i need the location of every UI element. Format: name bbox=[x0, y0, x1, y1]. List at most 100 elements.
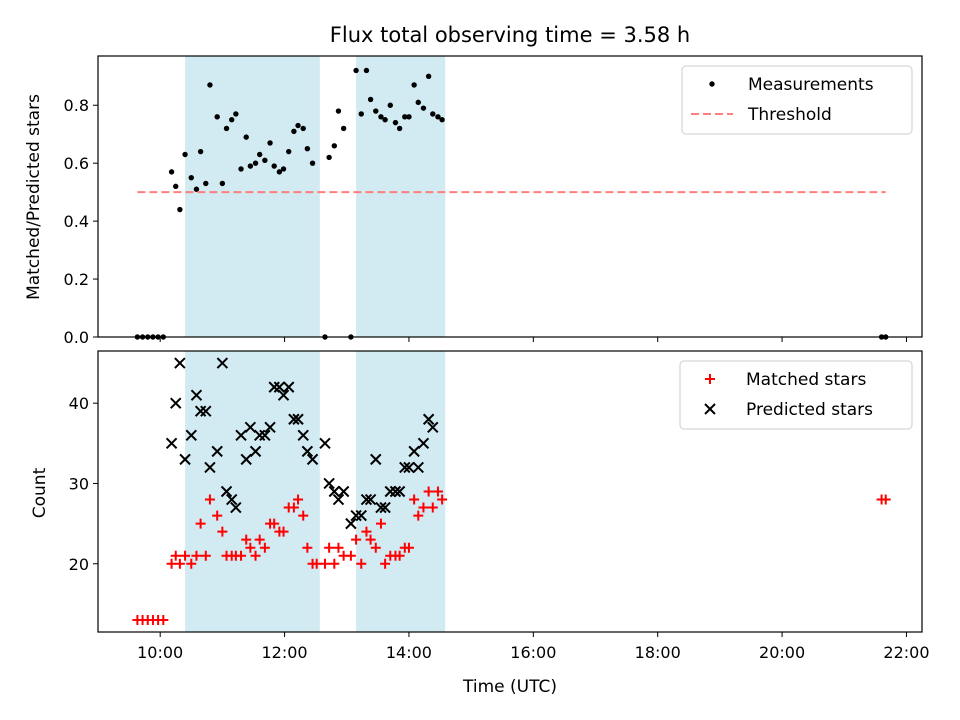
predicted-stars-point-26 bbox=[288, 413, 300, 425]
matched-stars-point-12 bbox=[191, 550, 202, 561]
matched-stars-point-34 bbox=[298, 510, 309, 521]
measurements-point-12 bbox=[193, 186, 200, 192]
predicted-stars-point-12 bbox=[220, 485, 233, 498]
measurements-point-52 bbox=[396, 125, 403, 132]
matched-stars-point-57 bbox=[413, 510, 424, 521]
predicted-stars-point-16 bbox=[240, 453, 252, 466]
matched-stars-point-40 bbox=[329, 558, 340, 569]
matched-stars-point-59 bbox=[423, 486, 434, 497]
predicted-stars-point-23 bbox=[273, 381, 286, 393]
predicted-stars-point-21 bbox=[264, 421, 276, 433]
matched-stars-point-26 bbox=[259, 542, 270, 553]
measurements-point-61 bbox=[439, 117, 445, 123]
matched-stars-point-16 bbox=[212, 510, 223, 521]
measurements-point-20 bbox=[233, 111, 239, 117]
measurements-point-10 bbox=[182, 151, 188, 158]
predicted-stars-point-45 bbox=[389, 485, 402, 498]
legend: Measurements Threshold bbox=[681, 65, 913, 135]
predicted-stars-point-17 bbox=[244, 421, 257, 433]
y-tick-label: 0.2 bbox=[64, 270, 89, 289]
predicted-stars-point-22 bbox=[268, 381, 280, 393]
measurements-point-39 bbox=[331, 143, 338, 149]
x-tick-label: 14:00 bbox=[386, 643, 432, 662]
matched-stars-point-58 bbox=[418, 502, 429, 513]
matched-stars-point-6 bbox=[158, 614, 169, 625]
measurements-point-27 bbox=[267, 140, 273, 146]
y-tick-label: 40 bbox=[69, 394, 89, 413]
predicted-stars-point-4 bbox=[179, 453, 191, 466]
predicted-stars-point-9 bbox=[204, 461, 216, 474]
y-tick-label: 0.0 bbox=[64, 328, 89, 347]
measurements-point-59 bbox=[430, 111, 436, 117]
measurements-point-56 bbox=[415, 99, 421, 106]
x-tick-label: 18:00 bbox=[635, 643, 681, 662]
measurements-point-36 bbox=[309, 160, 316, 166]
bottom-y-axis-label: Count bbox=[30, 467, 50, 518]
predicted-stars-point-32 bbox=[323, 477, 335, 490]
predicted-stars-point-33 bbox=[328, 485, 341, 498]
measurements-point-55 bbox=[411, 82, 417, 88]
measurements-point-21 bbox=[238, 166, 244, 172]
predicted-stars-point-29 bbox=[301, 445, 314, 458]
predicted-stars-point-27 bbox=[292, 413, 304, 425]
observing-window-1 bbox=[185, 56, 320, 337]
predicted-stars-point-8 bbox=[200, 405, 212, 417]
y-tick-label: 0.4 bbox=[64, 212, 89, 231]
predicted-stars-point-11 bbox=[216, 357, 229, 369]
matched-stars-point-11 bbox=[186, 558, 197, 569]
measurements-point-54 bbox=[406, 114, 412, 120]
matched-stars-point-35 bbox=[302, 542, 313, 553]
predicted-stars-point-53 bbox=[427, 421, 439, 433]
matched-stars-point-64 bbox=[880, 494, 891, 505]
matched-stars-point-49 bbox=[375, 518, 386, 529]
predicted-stars-point-18 bbox=[249, 445, 262, 458]
y-tick-label: 20 bbox=[69, 555, 89, 574]
x-tick-label: 16:00 bbox=[510, 643, 556, 662]
matched-stars-point-46 bbox=[361, 526, 372, 537]
legend-predicted-stars-marker bbox=[704, 403, 716, 415]
predicted-stars-point-24 bbox=[277, 389, 290, 401]
y-tick-label: 30 bbox=[69, 474, 89, 493]
measurements-point-57 bbox=[420, 105, 427, 111]
legend-matched-stars-label: Matched stars bbox=[746, 370, 866, 390]
matched-stars-point-21 bbox=[236, 550, 247, 561]
measurements-point-46 bbox=[367, 96, 374, 103]
predicted-stars-point-14 bbox=[230, 501, 242, 514]
measurements-point-23 bbox=[247, 163, 254, 169]
measurements-point-40 bbox=[335, 108, 342, 114]
measurements-point-11 bbox=[188, 174, 194, 181]
matched-stars-point-9 bbox=[174, 558, 185, 569]
matched-stars-point-61 bbox=[432, 486, 443, 497]
legend-box bbox=[681, 65, 913, 135]
measurements-point-7 bbox=[168, 169, 175, 175]
predicted-stars-point-40 bbox=[364, 493, 377, 506]
matched-stars-point-39 bbox=[324, 542, 335, 553]
predicted-stars-point-51 bbox=[417, 437, 430, 450]
predicted-stars-point-19 bbox=[253, 429, 266, 442]
matched-stars-point-45 bbox=[356, 558, 367, 569]
predicted-stars-point-2 bbox=[170, 397, 182, 409]
measurements-point-60 bbox=[435, 114, 441, 120]
legend-matched-stars-marker bbox=[705, 374, 715, 384]
observing-window-1 bbox=[185, 351, 320, 632]
measurements-point-24 bbox=[252, 160, 259, 166]
measurements-point-30 bbox=[280, 166, 287, 172]
measurements-point-35 bbox=[304, 146, 311, 152]
measurements-point-34 bbox=[300, 125, 306, 132]
matched-stars-point-23 bbox=[245, 542, 256, 553]
measurements-point-16 bbox=[214, 114, 220, 120]
predicted-stars-point-47 bbox=[399, 461, 411, 474]
matched-stars-point-44 bbox=[351, 534, 362, 545]
predicted-stars-point-39 bbox=[360, 493, 373, 506]
measurements-point-53 bbox=[402, 114, 408, 120]
measurements-point-9 bbox=[177, 206, 183, 213]
matched-stars-point-32 bbox=[288, 502, 299, 513]
predicted-stars-point-52 bbox=[422, 413, 435, 425]
measurements-point-26 bbox=[262, 157, 268, 163]
predicted-stars-point-6 bbox=[190, 389, 203, 401]
predicted-stars-point-36 bbox=[345, 517, 357, 530]
measurements-point-50 bbox=[387, 102, 393, 108]
predicted-stars-point-30 bbox=[306, 453, 319, 466]
predicted-stars-point-10 bbox=[211, 445, 223, 458]
